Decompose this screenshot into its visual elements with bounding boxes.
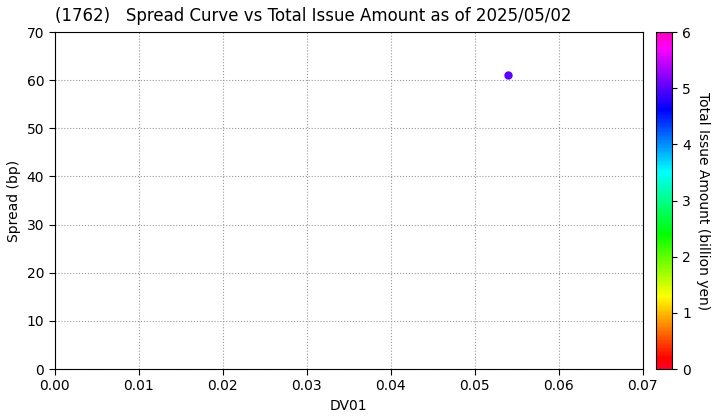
Y-axis label: Spread (bp): Spread (bp) bbox=[7, 160, 21, 241]
X-axis label: DV01: DV01 bbox=[330, 399, 367, 413]
Text: (1762)   Spread Curve vs Total Issue Amount as of 2025/05/02: (1762) Spread Curve vs Total Issue Amoun… bbox=[55, 7, 571, 25]
Point bbox=[503, 72, 514, 79]
Y-axis label: Total Issue Amount (billion yen): Total Issue Amount (billion yen) bbox=[696, 92, 711, 310]
